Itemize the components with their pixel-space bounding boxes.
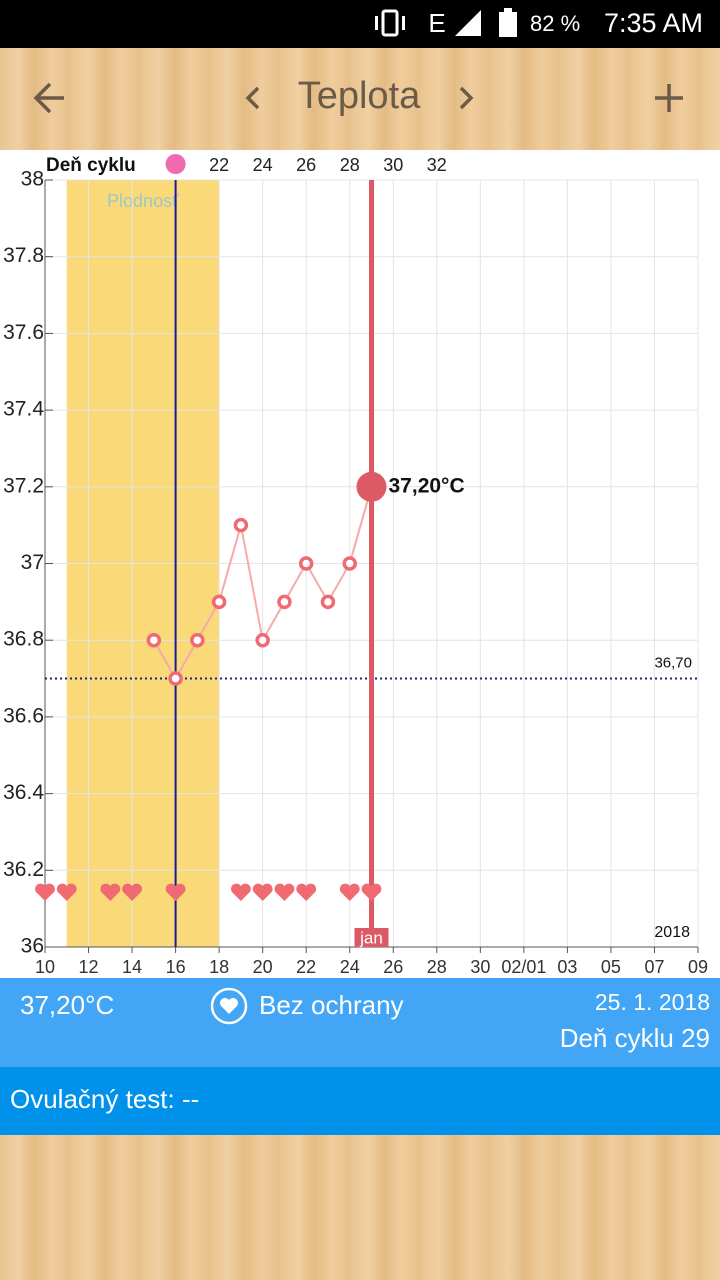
x2-axis-title: Deň cyklu [46,155,136,176]
intercourse-heart [230,883,251,901]
temperature-point [320,594,336,610]
status-bar: E 82 % 7:35 AM [0,0,720,48]
previous-button[interactable] [245,86,260,110]
coverline-label: 36,70 [654,655,692,672]
x-tick-label: 28 [427,957,447,977]
x-tick-label: 30 [470,957,490,977]
temperature: 37,20°C [20,990,114,1020]
ovulation-marker [165,154,186,174]
ovulation-test-label: Ovulačný test: [10,1084,175,1114]
x-tick-label: 24 [340,957,360,977]
y-tick-label: 38 [21,168,44,191]
y-tick-label: 37.2 [3,474,44,497]
x2-tick-label: 28 [340,155,360,175]
x2-tick-label: 24 [253,155,273,175]
intercourse-heart [274,883,295,901]
x2-tick-label: 26 [296,155,316,175]
app-bar-content: Teplota [33,75,683,117]
x-tick-label: 22 [296,957,316,977]
temperature-point [298,556,314,571]
protection: Bez ochrany [259,990,404,1020]
ovulation-test-bar: Ovulačný test: -- [0,1067,720,1135]
ovulation-test: Ovulačný test: -- [10,1084,199,1115]
y-tick-label: 37.8 [3,244,44,267]
x-tick-label: 05 [601,957,621,977]
chart-area: Plodnosť 36 36.2 36.4 36.6 36.8 37 37.2 37.4 37.6… [0,150,720,978]
temperature-point [277,594,292,610]
vibrate-icon [375,9,405,37]
x-tick-label: 12 [79,957,99,977]
y-tick-label: 36 [21,935,44,958]
status-icons: E 82 % 7:35 AM [375,8,703,38]
battery-level: 82 % [530,11,580,36]
screen-title: Teplota [298,75,421,117]
intercourse-heart [339,883,360,901]
x-tick-label: 03 [557,957,577,977]
x-tick-label: 09 [688,957,708,977]
month-tag [354,928,389,947]
selected-label: 37,20°C [389,474,465,497]
y-tick-label: 36.8 [3,628,44,651]
x-tick-label: 10 [35,957,55,977]
temperature-point [211,594,227,610]
clock: 7:35 AM [604,8,703,38]
heart-icon [220,998,239,1014]
y-tick-label: 37 [21,551,44,574]
x-tick-label: 20 [253,957,273,977]
temperature-point [233,517,249,533]
year-label: 2018 [654,924,690,941]
temperature-point [342,556,357,571]
app-bar: Teplota [0,48,720,150]
x2-tick-label: 32 [427,155,447,175]
intercourse-heart [122,883,142,901]
y-tick-label: 36.6 [3,704,44,727]
battery-icon [499,8,517,37]
x2-tick-label: 22 [209,155,229,175]
x-tick-label: 16 [166,957,186,977]
y-tick-label: 37.6 [3,321,44,344]
selected-point [356,471,387,502]
add-button[interactable] [655,84,683,112]
intercourse-heart [296,883,317,901]
y-tick-label: 36.4 [3,781,44,804]
temperature-point [190,632,205,648]
cycle-day: Deň cyklu 29 [560,1023,710,1053]
x2-tick-label: 30 [383,155,403,175]
signal-icon [455,10,481,36]
intercourse-heart [56,883,77,901]
intercourse-heart [35,883,55,901]
info-content: 37,20°C Bez ochrany 25. 1. 2018 Deň cykl… [20,987,710,1053]
y-tick-label: 37.4 [3,398,44,421]
network-type: E [428,8,445,38]
temperature-point [168,671,183,686]
x-tick-label: 18 [209,957,229,977]
next-button[interactable] [459,86,474,110]
intercourse-heart [361,883,382,901]
ovulation-test-value: -- [181,1084,200,1114]
fertile-label: Plodnosť [107,191,179,211]
x-tick-label: 07 [644,957,664,977]
protection-icon [210,987,248,1025]
chart: Plodnosť 36 36.2 36.4 36.6 36.8 37 37.2 37.4 37.6… [3,154,708,977]
intercourse-heart [252,883,273,901]
info-bar: 37,20°C Bez ochrany 25. 1. 2018 Deň cykl… [0,978,720,1067]
intercourse-heart [100,883,121,901]
date: 25. 1. 2018 [595,989,710,1015]
x-tick-label: 02/01 [501,957,546,977]
x-tick-label: 26 [383,957,403,977]
intercourse-heart [165,883,186,901]
month-label: jan [359,928,383,947]
temperature-point [255,632,270,648]
x-tick-label: 14 [122,957,142,977]
temperature-point [146,632,162,648]
back-button[interactable] [33,82,64,114]
y-tick-label: 36.2 [3,858,44,881]
